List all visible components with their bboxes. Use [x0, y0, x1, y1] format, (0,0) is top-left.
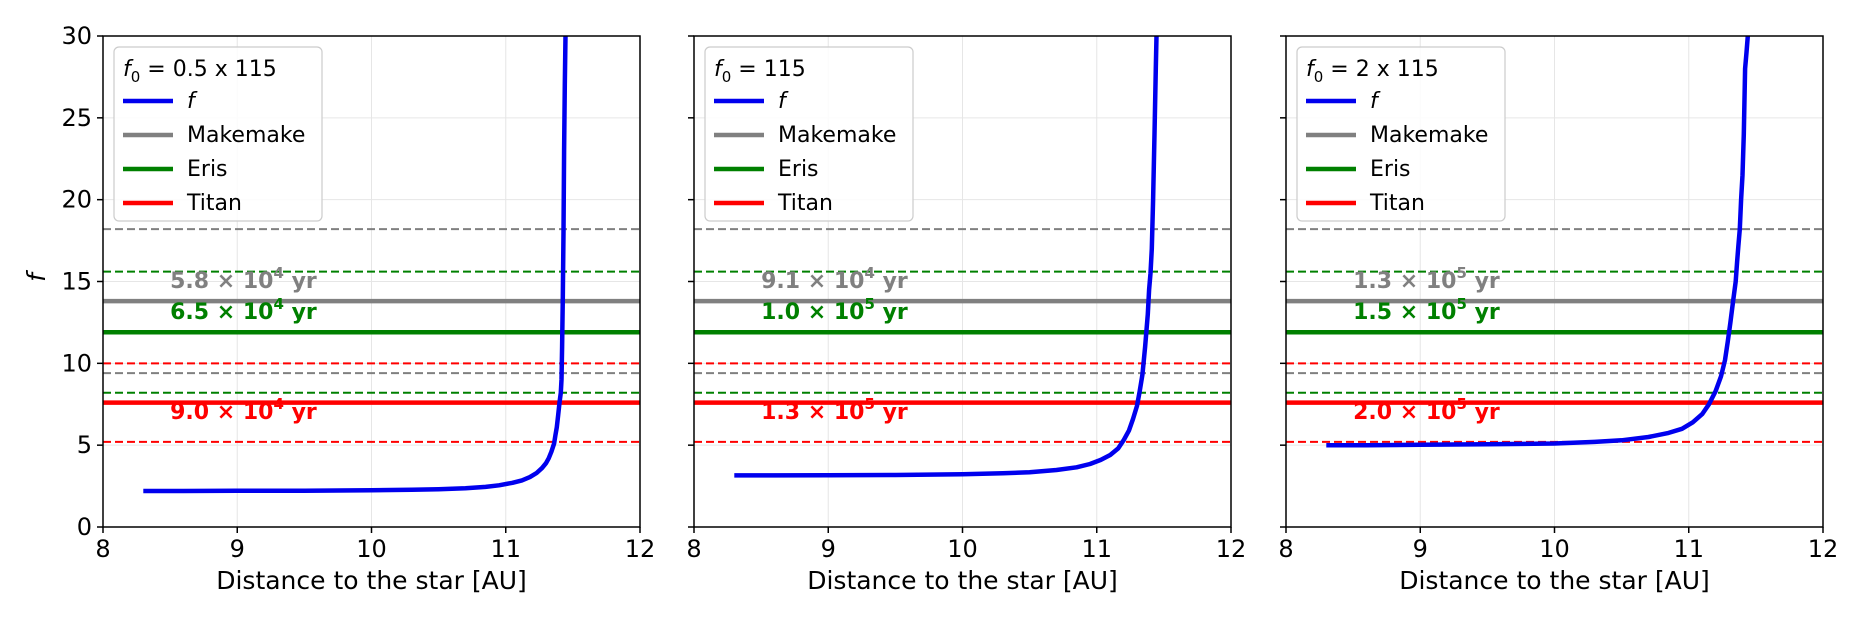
annotation-label: 1.3 × 105 yr — [761, 395, 908, 425]
y-tick-label: 20 — [61, 186, 92, 214]
x-tick-label: 10 — [356, 535, 387, 563]
chart-panel-2: 9.1 × 104 yr1.0 × 105 yr 1.3 × 105 yr 8 9 10… — [686, 35, 1247, 595]
annotation-label: 6.5 × 104 yr — [170, 295, 317, 325]
legend-title: f0 = 2 x 115 — [1306, 57, 1439, 86]
legend-label-titan: Titan — [1369, 191, 1425, 216]
x-tick-label: 12 — [1808, 535, 1839, 563]
legend-box — [704, 46, 914, 222]
annotation-label: 5.8 × 104 yr — [170, 264, 317, 294]
plot-area — [103, 36, 640, 494]
y-tick-label: 30 — [61, 22, 92, 50]
x-tick-label: 9 — [230, 535, 245, 563]
annotation-label: 1.5 × 105 yr — [1353, 295, 1500, 325]
series-line-f — [734, 36, 1159, 478]
x-tick-label: 8 — [95, 535, 110, 563]
legend-title: f0 = 115 — [714, 57, 806, 86]
legend-box — [1296, 46, 1506, 222]
annotation-label: 2.0 × 105 yr — [1353, 395, 1500, 425]
x-axis-label: Distance to the star [AU] — [807, 566, 1118, 595]
annotation-label: 9.1 × 104 yr — [761, 264, 908, 294]
y-tick-label: 5 — [77, 431, 92, 459]
plot-area — [1286, 36, 1823, 448]
legend-label-eris: Eris — [187, 157, 228, 182]
x-tick-label: 11 — [1081, 535, 1112, 563]
y-tick-label: 0 — [77, 513, 92, 541]
legend-label-eris: Eris — [1370, 157, 1411, 182]
chart-panel-3: 1.3 × 105 yr1.5 × 105 yr 2.0 × 105 yr 8 9 10… — [1278, 35, 1839, 595]
x-tick-label: 11 — [1673, 535, 1704, 563]
y-tick-label: 25 — [61, 104, 92, 132]
x-tick-label: 12 — [625, 535, 656, 563]
annotation-label: 1.0 × 105 yr — [761, 295, 908, 325]
y-tick-label: 10 — [61, 349, 92, 377]
legend-label-makemake: Makemake — [187, 123, 305, 148]
x-tick-label: 10 — [947, 535, 978, 563]
x-tick-label: 8 — [686, 535, 701, 563]
legend-label-makemake: Makemake — [1370, 123, 1488, 148]
annotation-label: 9.0 × 104 yr — [170, 395, 317, 425]
legend-title: f0 = 0.5 x 115 — [123, 57, 277, 86]
x-tick-label: 8 — [1278, 535, 1293, 563]
x-tick-label: 11 — [490, 535, 521, 563]
legend-label-titan: Titan — [777, 191, 833, 216]
series-line-f — [143, 36, 568, 494]
x-axis-label: Distance to the star [AU] — [1399, 566, 1710, 595]
series-line-f — [1326, 36, 1751, 448]
legend-label-makemake: Makemake — [778, 123, 896, 148]
chart-panel-1: 5.8 × 104 yr6.5 × 104 yr 9.0 × 104 yr 8 9 10… — [22, 22, 655, 595]
x-tick-label: 9 — [1413, 535, 1428, 563]
legend-label-f: f — [187, 89, 198, 114]
legend-label-f: f — [1370, 89, 1381, 114]
legend-box — [113, 46, 323, 222]
x-tick-label: 10 — [1539, 535, 1570, 563]
x-tick-label: 12 — [1216, 535, 1247, 563]
annotation-label: 1.3 × 105 yr — [1353, 264, 1500, 294]
legend-label-titan: Titan — [186, 191, 242, 216]
x-tick-label: 9 — [821, 535, 836, 563]
x-axis-label: Distance to the star [AU] — [216, 566, 527, 595]
y-tick-label: 15 — [61, 268, 92, 296]
y-axis-label: f — [22, 270, 51, 282]
plot-area — [694, 36, 1231, 478]
legend-label-eris: Eris — [778, 157, 819, 182]
legend-label-f: f — [778, 89, 789, 114]
